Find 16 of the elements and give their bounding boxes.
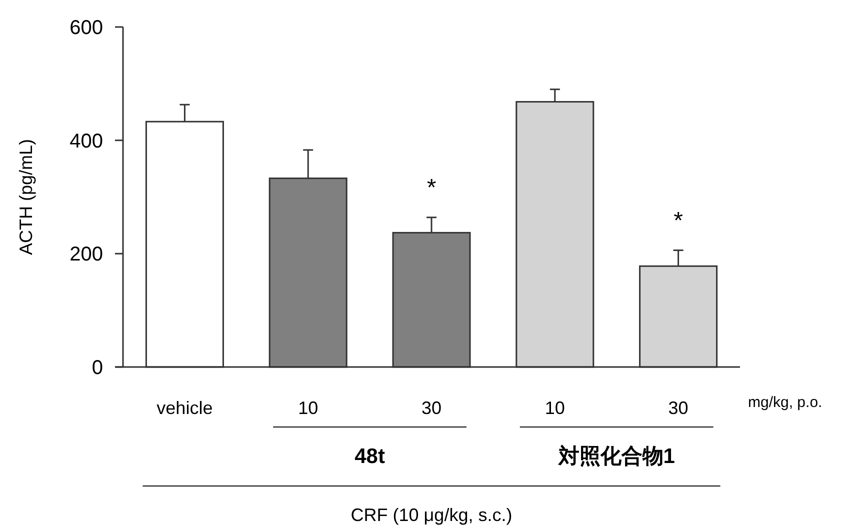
y-tick-label: 400 xyxy=(70,130,103,152)
y-tick-label: 200 xyxy=(70,244,103,266)
text: 48t xyxy=(354,445,385,468)
x-tick-label: 30 xyxy=(668,398,688,418)
x-axis-title: CRF (10 μg/kg, s.c.) xyxy=(350,505,512,525)
data-label: * xyxy=(674,207,683,234)
x-tick-label: vehicle xyxy=(156,398,213,418)
data-label: * xyxy=(426,174,436,202)
y-tick-label: 0 xyxy=(92,357,103,379)
x-tick-label: 10 xyxy=(298,398,318,418)
x-tick-label: 10 xyxy=(544,398,565,418)
text: mg/kg, p.o. xyxy=(748,394,822,411)
x-tick-label: 30 xyxy=(421,398,442,418)
text: 対照化合物1 xyxy=(557,444,676,468)
y-tick-label: 600 xyxy=(70,17,103,39)
y-axis-title: ACTH (pg/mL) xyxy=(16,138,36,256)
